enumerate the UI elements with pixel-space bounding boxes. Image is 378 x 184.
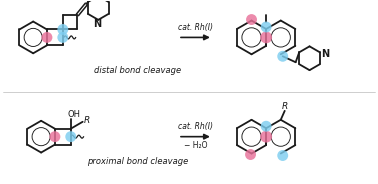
Text: cat. Rh(I): cat. Rh(I) <box>178 122 213 131</box>
Circle shape <box>260 131 272 143</box>
Text: OH: OH <box>67 110 80 119</box>
Text: proximal bond cleavage: proximal bond cleavage <box>87 157 188 166</box>
Circle shape <box>42 32 53 43</box>
Circle shape <box>50 131 60 142</box>
Circle shape <box>65 131 76 142</box>
Circle shape <box>261 22 272 32</box>
Text: distal bond cleavage: distal bond cleavage <box>94 66 181 75</box>
Circle shape <box>261 121 272 132</box>
Circle shape <box>277 51 288 62</box>
Text: N: N <box>93 19 101 29</box>
Text: cat. Rh(I): cat. Rh(I) <box>178 23 213 32</box>
Circle shape <box>277 150 288 161</box>
Circle shape <box>246 14 257 25</box>
Text: N: N <box>321 49 329 59</box>
Circle shape <box>260 31 272 43</box>
Text: R: R <box>84 116 90 125</box>
Circle shape <box>57 24 68 35</box>
Circle shape <box>245 149 256 160</box>
Text: − H₂O: − H₂O <box>184 141 207 150</box>
Circle shape <box>57 32 68 43</box>
Text: R: R <box>282 102 288 111</box>
